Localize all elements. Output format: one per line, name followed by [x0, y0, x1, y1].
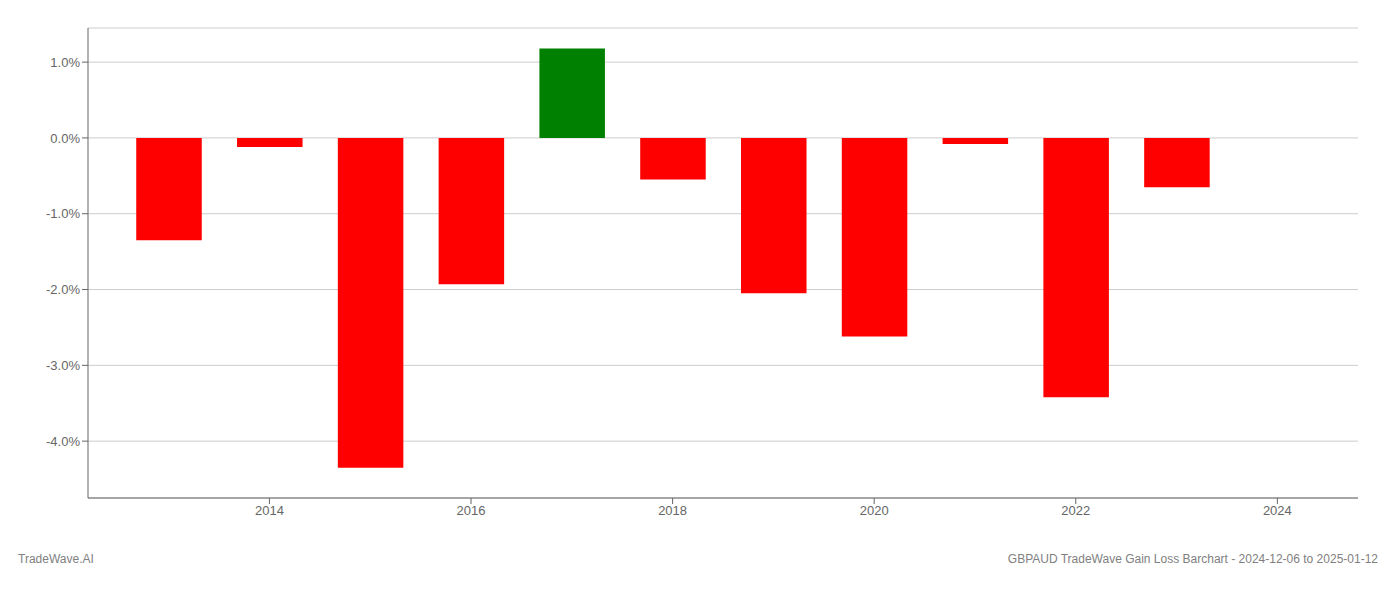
svg-text:-3.0%: -3.0% [46, 358, 80, 373]
svg-text:2014: 2014 [255, 503, 284, 518]
html-text:TradeWave.AI: TradeWave.AI [18, 552, 94, 566]
svg-text:2018: 2018 [658, 503, 687, 518]
svg-text:2024: 2024 [1263, 503, 1292, 518]
svg-text:2020: 2020 [860, 503, 889, 518]
svg-text:2022: 2022 [1061, 503, 1090, 518]
svg-text:-4.0%: -4.0% [46, 434, 80, 449]
svg-text:-1.0%: -1.0% [46, 206, 80, 221]
svg-text:2016: 2016 [457, 503, 486, 518]
svg-text:-2.0%: -2.0% [46, 282, 80, 297]
svg-text:1.0%: 1.0% [50, 55, 80, 70]
svg-text:0.0%: 0.0% [50, 131, 80, 146]
html-text:GBPAUD TradeWave Gain Loss Bar: GBPAUD TradeWave Gain Loss Barchart - 20… [1007, 552, 1378, 566]
